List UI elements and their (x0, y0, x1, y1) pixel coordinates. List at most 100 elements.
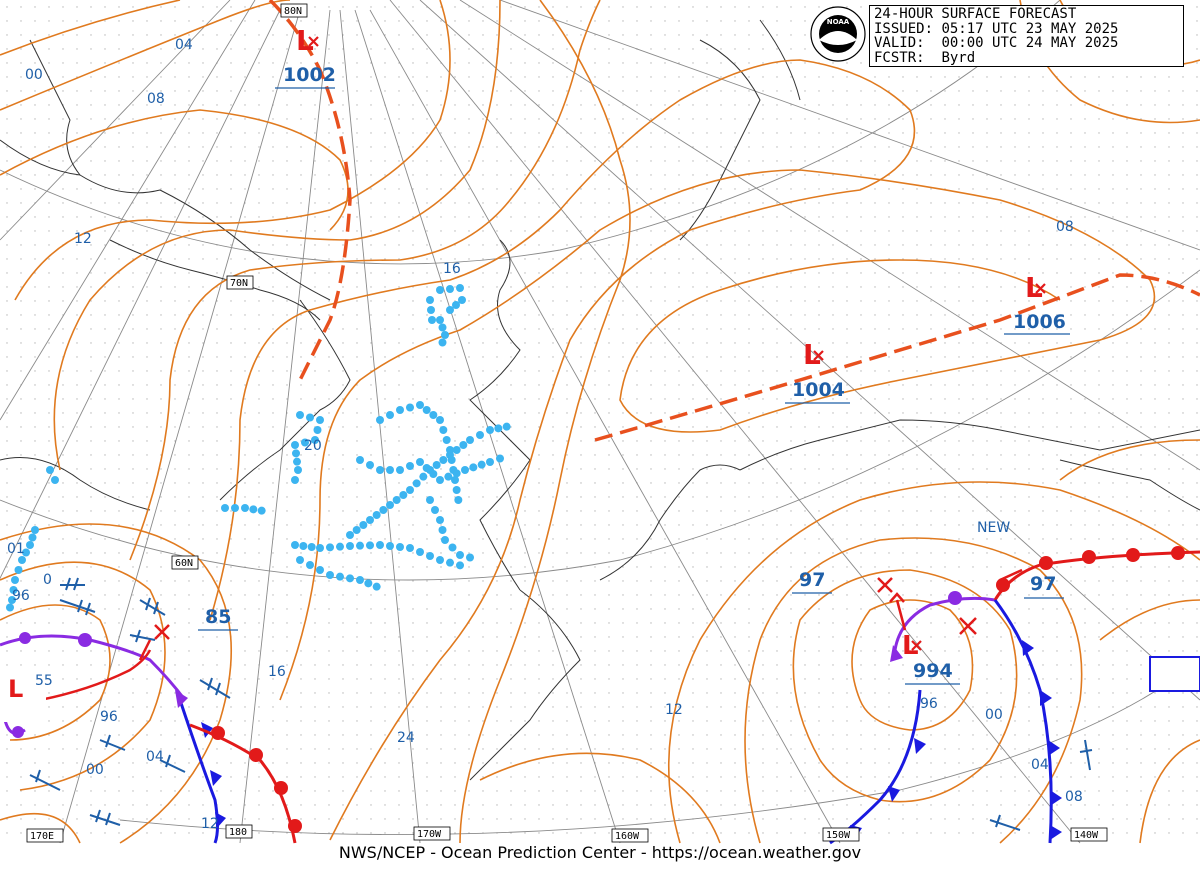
isobar-label: 01 (7, 541, 25, 557)
valid-value: 00:00 UTC 24 MAY 2025 (941, 35, 1119, 51)
isobar-label: 04 (1031, 757, 1049, 773)
low-pressure-value: 994 (913, 660, 953, 682)
ice-edge-dot (438, 526, 447, 534)
ice-edge-dot (416, 401, 424, 409)
ice-edge-dot (359, 521, 368, 529)
isobar-label: 08 (147, 91, 165, 107)
ice-edge-dot (454, 496, 463, 504)
occluded-front-west (0, 632, 188, 738)
ice-edge-dot (422, 464, 431, 472)
ice-edge-dot (466, 553, 474, 562)
forecast-title: 24-HOUR SURFACE FORECAST (874, 6, 1077, 22)
low-symbol: L (8, 675, 23, 703)
troughs (268, 0, 1200, 442)
ice-edge-dot (442, 436, 451, 444)
ice-edge-dot (296, 556, 304, 564)
ice-edge-dot (428, 316, 436, 324)
isobar-label: 00 (985, 707, 1003, 723)
ice-edge-dot (352, 526, 361, 534)
ice-edge-dot (452, 301, 460, 309)
isobar-label: 08 (1056, 219, 1074, 235)
forecast-info-box: 24-HOUR SURFACE FORECAST ISSUED: 05:17 U… (869, 5, 1184, 67)
lon-label-170w: 170W (413, 826, 451, 841)
cold-front-west (178, 699, 226, 844)
graticule-meridians (0, 0, 1200, 844)
ice-edge-dot (356, 576, 364, 584)
ice-edge-dot (316, 544, 324, 552)
ice-edge-dot (372, 582, 381, 591)
ice-edge-dot (452, 446, 461, 454)
ice-edge-dot (316, 566, 324, 574)
map-grid-dots (0, 0, 1200, 843)
ice-edge-dot (311, 436, 319, 444)
svg-text:NOAA: NOAA (827, 18, 850, 26)
ice-edge-dot (436, 556, 444, 564)
ice-edge-dot (326, 571, 334, 579)
ice-edge-dot (444, 472, 453, 481)
low-symbol: L (296, 24, 314, 57)
low-tracks (138, 568, 1023, 661)
ice-edge-dot (441, 331, 449, 339)
ice-edge-dot (426, 296, 434, 304)
low-center-1002: L 1002 (275, 24, 336, 89)
ice-edge-dot (28, 533, 37, 542)
svg-text:160W: 160W (615, 831, 640, 842)
coastlines (0, 19, 1200, 781)
ice-edge-dot (496, 454, 504, 463)
svg-text:70N: 70N (230, 278, 248, 289)
ice-edge-dot (396, 406, 404, 414)
ice-edge-dot (422, 406, 431, 414)
ice-edge-dot (346, 574, 354, 583)
isobar-label: 0 (43, 572, 52, 588)
ice-edge-dot (376, 466, 384, 474)
low-center-1006: L 1006 (1004, 271, 1070, 335)
ice-edge-dot (431, 506, 439, 514)
isobar-label: 12 (201, 816, 219, 832)
ice-edge-dot (366, 516, 374, 524)
ice-edge-dot (406, 403, 414, 412)
ice-edge-dot (231, 504, 239, 512)
isobar-label: 00 (25, 67, 43, 83)
ice-edge-dot (436, 286, 444, 294)
cold-front-east (993, 599, 1062, 844)
ice-edge-dot (31, 526, 39, 534)
ice-edge-dot (429, 411, 438, 419)
ice-edge-dot (406, 544, 414, 552)
ice-edge-dot (356, 456, 364, 464)
ice-edge-dot (458, 296, 466, 304)
isobar-label: 00 (86, 762, 104, 778)
ice-edge-dot (436, 316, 444, 324)
ice-edge-dot (412, 479, 421, 488)
occluded-front-east (890, 591, 996, 662)
ice-edge-dot (461, 466, 469, 474)
pressure-label-85: 85 (205, 606, 231, 628)
ice-edge-dot (466, 436, 474, 444)
pressure-label-97-west: 97 (799, 569, 825, 591)
ice-edge-dot (22, 548, 30, 557)
ice-edge-dot (386, 501, 394, 509)
ice-edge-dot (291, 541, 299, 549)
isobar-label: 12 (665, 702, 683, 718)
isobar-label: 96 (920, 696, 938, 712)
isobar-label: 24 (397, 730, 415, 746)
ice-edge-dot (456, 551, 464, 559)
ice-edge-dot (376, 416, 384, 424)
ice-edge-dot (446, 285, 454, 293)
ice-edge-dot (446, 306, 454, 314)
ice-edge-dot (426, 552, 434, 560)
ice-edge-dot (356, 541, 364, 550)
ice-edge-dot (306, 561, 314, 569)
low-pressure-value: 1006 (1013, 311, 1066, 333)
ice-edge-dot (257, 506, 266, 515)
ice-edge-dot (9, 586, 18, 594)
ice-edge-dot (386, 542, 394, 550)
svg-text:80N: 80N (284, 6, 302, 17)
ice-edge-dot (292, 449, 300, 458)
ice-edge-dot (294, 466, 302, 474)
ice-edge-dot (459, 441, 468, 449)
isobar-label: 12 (74, 231, 92, 247)
ice-edge-dot (486, 426, 494, 434)
lon-label-170e: 170E (26, 828, 64, 843)
ice-edge-dot (8, 596, 16, 604)
ice-edge-dot (396, 466, 404, 474)
